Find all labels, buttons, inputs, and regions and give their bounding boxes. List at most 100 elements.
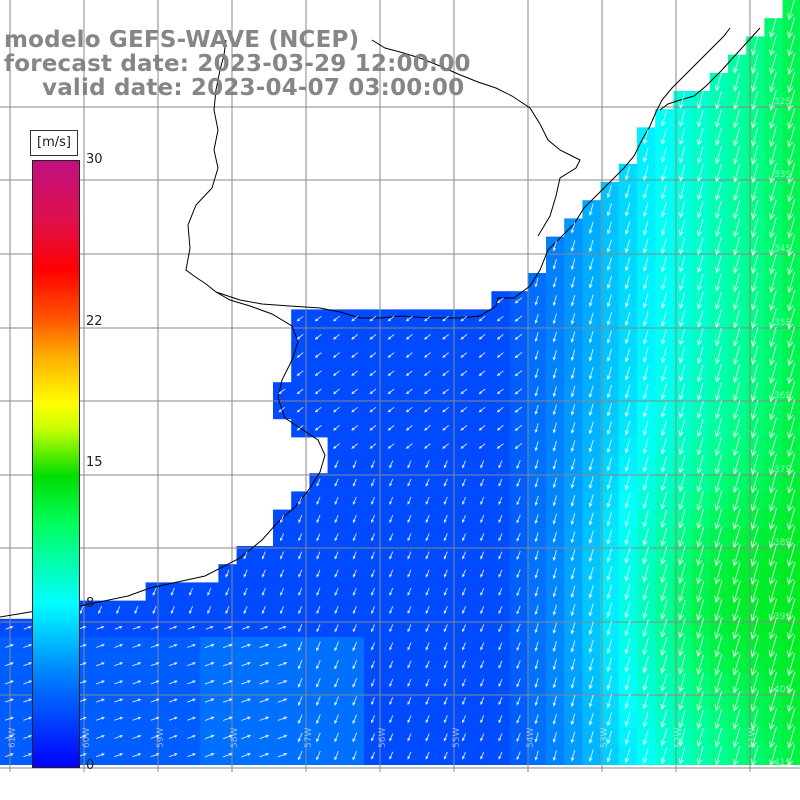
wind-arrow — [733, 309, 741, 329]
wind-arrow — [606, 184, 612, 199]
wind-arrow — [552, 568, 557, 580]
wind-arrow — [751, 145, 759, 166]
wind-arrow — [714, 400, 722, 420]
wind-arrow — [714, 508, 723, 530]
wind-arrow — [678, 746, 686, 765]
wind-arrow — [660, 256, 667, 273]
wind-arrow — [261, 606, 266, 615]
wind-arrow — [750, 526, 759, 549]
wind-arrow — [678, 346, 686, 364]
wind-arrow — [23, 716, 33, 721]
wind-arrow — [278, 625, 287, 630]
wind-arrow — [624, 511, 631, 527]
wind-arrow — [733, 109, 741, 129]
wind-arrow — [570, 440, 576, 453]
wind-arrow — [187, 698, 196, 703]
wind-arrow — [462, 496, 467, 505]
wind-arrow — [498, 460, 503, 469]
wind-arrow — [751, 417, 759, 439]
wind-arrow — [769, 217, 777, 239]
wind-arrow — [225, 606, 230, 615]
wind-arrow — [678, 563, 686, 585]
wind-arrow — [316, 496, 321, 505]
wind-arrow — [570, 676, 576, 689]
wind-arrow — [750, 453, 759, 476]
wind-arrow — [352, 478, 357, 487]
wind-arrow — [606, 384, 612, 399]
wind-arrow — [424, 388, 431, 395]
wind-arrow — [660, 527, 668, 547]
wind-arrow — [334, 587, 339, 596]
wind-arrow — [642, 384, 649, 400]
wind-arrow — [642, 637, 649, 656]
wind-arrow — [443, 751, 448, 760]
wind-arrow — [534, 277, 539, 288]
wind-arrow — [204, 680, 215, 685]
wind-arrow — [642, 546, 649, 565]
wind-arrow — [462, 515, 467, 524]
wind-arrow — [552, 295, 557, 307]
wind-arrow — [552, 732, 557, 744]
wind-arrow — [751, 35, 759, 56]
wind-arrow — [696, 746, 704, 766]
wind-arrow — [424, 352, 431, 358]
wind-arrow — [642, 582, 649, 601]
wind-arrow — [204, 752, 215, 758]
wind-arrow — [787, 271, 796, 294]
wind-arrow — [442, 352, 450, 358]
wind-arrow — [351, 406, 359, 413]
wind-arrow — [387, 370, 395, 377]
wind-arrow — [23, 625, 32, 630]
wind-arrow — [787, 435, 796, 458]
wind-arrow — [407, 515, 412, 524]
wind-arrow — [334, 659, 339, 670]
wind-arrow — [442, 370, 450, 377]
wind-arrow — [696, 436, 704, 456]
wind-arrow — [222, 698, 233, 703]
wind-arrow — [534, 677, 539, 688]
wind-arrow — [769, 199, 777, 221]
wind-arrow — [678, 383, 686, 401]
wind-arrow — [405, 425, 413, 431]
wind-arrow — [424, 370, 431, 377]
wind-arrow — [733, 54, 741, 74]
wind-arrow — [352, 551, 357, 560]
wind-arrow — [642, 747, 649, 764]
wind-arrow — [642, 165, 649, 181]
longitude-label: 51W — [748, 727, 758, 748]
wind-arrow — [241, 661, 252, 667]
wind-arrow — [204, 698, 215, 703]
wind-arrow — [443, 478, 448, 487]
wind-arrow — [389, 478, 394, 487]
wind-arrow — [443, 715, 448, 724]
wind-arrow — [5, 753, 14, 758]
wind-arrow — [642, 729, 649, 746]
wind-arrow — [624, 202, 631, 217]
wind-arrow — [697, 219, 704, 237]
wind-arrow — [714, 382, 722, 402]
wind-arrow — [606, 348, 612, 362]
wind-arrow — [787, 362, 796, 385]
wind-arrow — [678, 92, 686, 109]
wind-arrow — [334, 641, 339, 652]
wind-arrow — [751, 126, 759, 147]
wind-arrow — [534, 386, 539, 397]
wind-arrow — [407, 606, 412, 615]
wind-arrow — [425, 606, 430, 615]
wind-arrow — [334, 569, 339, 578]
wind-arrow — [462, 478, 467, 487]
wind-arrow — [787, 16, 796, 39]
wind-arrow — [624, 693, 631, 709]
wind-arrow — [371, 751, 376, 760]
wind-arrow — [624, 601, 631, 619]
wind-arrow — [334, 478, 339, 487]
wind-arrow — [696, 635, 705, 658]
wind-arrow — [5, 680, 14, 685]
wind-arrow — [425, 678, 430, 687]
wind-arrow — [389, 606, 394, 615]
wind-arrow — [314, 370, 322, 377]
wind-arrow — [478, 443, 486, 449]
wind-arrow — [23, 698, 33, 703]
wind-arrow — [334, 678, 339, 688]
